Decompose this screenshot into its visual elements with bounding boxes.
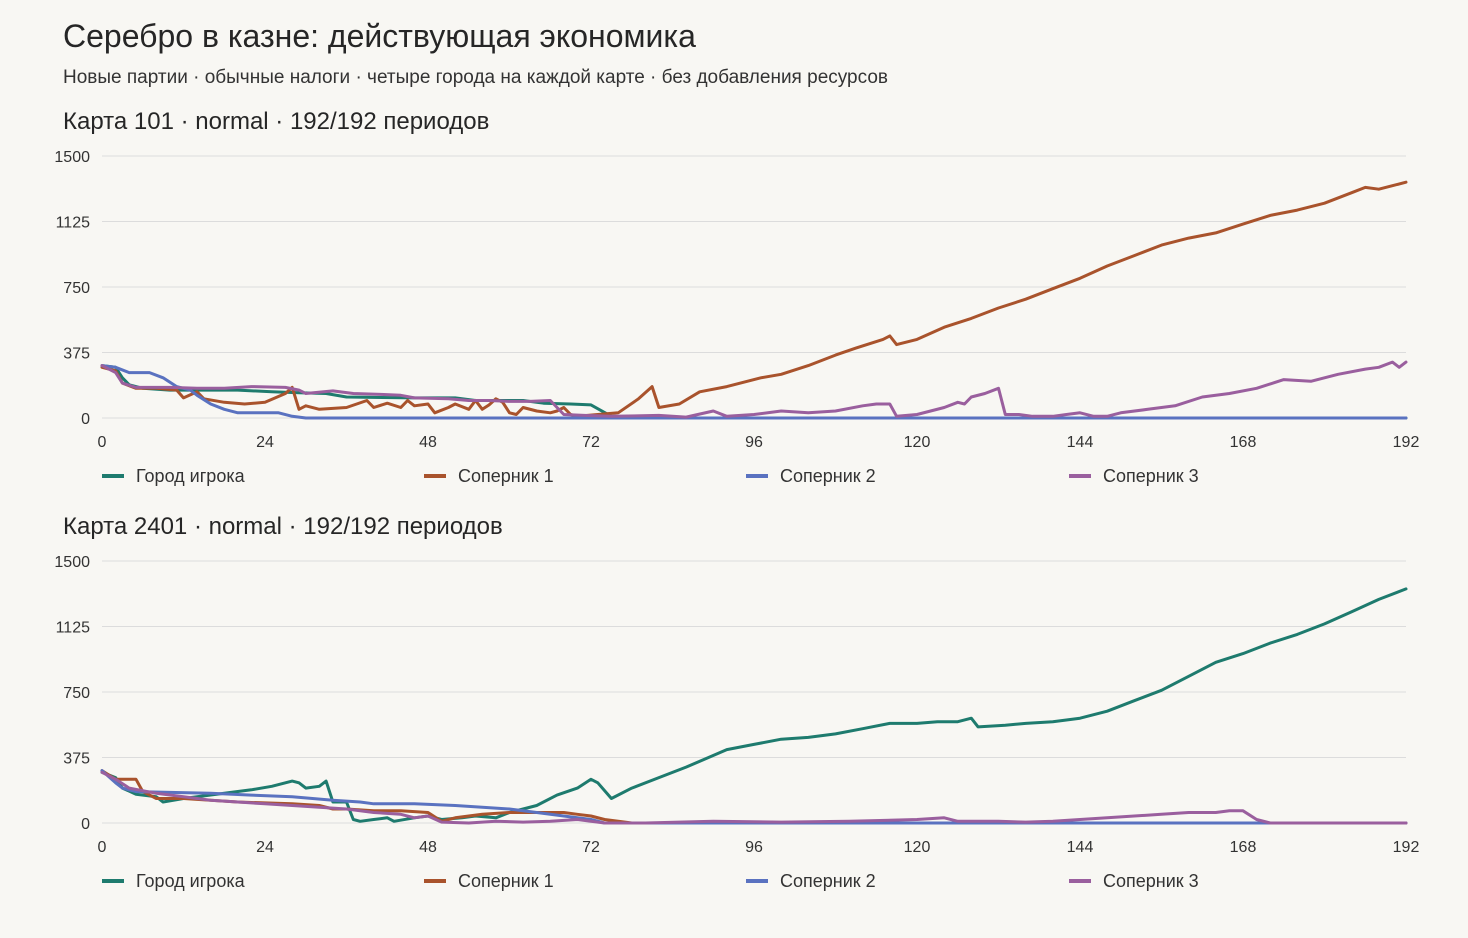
y-tick-label: 375 xyxy=(63,346,90,363)
series-line-rival2 xyxy=(100,769,1408,825)
x-tick-label: 168 xyxy=(1230,434,1257,451)
x-tick-label: 144 xyxy=(1067,434,1094,451)
legend-label: Соперник 3 xyxy=(1103,466,1199,486)
x-tick-label: 96 xyxy=(745,434,763,451)
y-tick-label: 1500 xyxy=(54,149,90,166)
chart-title: Карта 2401 · normal · 192/192 периодов xyxy=(63,513,503,540)
y-tick-label: 1125 xyxy=(56,215,91,232)
series-line-player xyxy=(100,587,1408,823)
page-title: Серебро в казне: действующая экономика xyxy=(63,18,696,54)
series-line-rival3 xyxy=(100,360,1408,419)
y-tick-label: 0 xyxy=(81,816,90,833)
legend-label: Соперник 1 xyxy=(458,466,554,486)
x-tick-label: 48 xyxy=(419,839,437,856)
chart-title: Карта 101 · normal · 192/192 периодов xyxy=(63,108,490,135)
x-tick-label: 192 xyxy=(1393,839,1420,856)
series-line-rival2 xyxy=(100,364,1408,420)
x-tick-label: 144 xyxy=(1067,839,1094,856)
y-tick-label: 0 xyxy=(81,411,90,428)
line-chart: 0 375 750 1125 1500 0 24 48 72 96 120 144 168 192 Горо… xyxy=(54,149,1420,486)
legend-label: Соперник 1 xyxy=(458,871,554,891)
legend-label: Соперник 3 xyxy=(1103,871,1199,891)
x-tick-label: 72 xyxy=(582,434,600,451)
legend-label: Город игрока xyxy=(136,871,246,891)
x-tick-label: 96 xyxy=(745,839,763,856)
series-line-player xyxy=(100,364,1408,420)
y-tick-label: 750 xyxy=(63,280,90,297)
x-tick-label: 120 xyxy=(904,839,931,856)
x-tick-label: 48 xyxy=(419,434,437,451)
y-tick-label: 1500 xyxy=(54,554,90,571)
x-tick-label: 0 xyxy=(98,839,107,856)
x-tick-label: 0 xyxy=(98,434,107,451)
legend-label: Соперник 2 xyxy=(780,871,876,891)
legend-label: Город игрока xyxy=(136,466,246,486)
series-line-rival1 xyxy=(100,180,1408,418)
legend-label: Соперник 2 xyxy=(780,466,876,486)
line-chart: 0 375 750 1125 1500 0 24 48 72 96 120 144 168 192 Горо… xyxy=(54,554,1420,891)
x-tick-label: 72 xyxy=(582,839,600,856)
chart-panel-map-101: Карта 101 · normal · 192/192 периодов 0 3… xyxy=(0,108,1468,508)
series-line-rival1 xyxy=(100,769,1408,825)
y-tick-label: 1125 xyxy=(56,620,91,637)
chart-panel-map-2401: Карта 2401 · normal · 192/192 периодов 0… xyxy=(0,513,1468,913)
y-tick-label: 375 xyxy=(63,751,90,768)
page-subtitle: Новые партии · обычные налоги · четыре г… xyxy=(63,67,888,88)
x-tick-label: 192 xyxy=(1393,434,1420,451)
x-tick-label: 24 xyxy=(256,434,274,451)
x-tick-label: 120 xyxy=(904,434,931,451)
x-tick-label: 24 xyxy=(256,839,274,856)
series-line-rival3 xyxy=(100,770,1408,825)
x-tick-label: 168 xyxy=(1230,839,1257,856)
y-tick-label: 750 xyxy=(63,685,90,702)
